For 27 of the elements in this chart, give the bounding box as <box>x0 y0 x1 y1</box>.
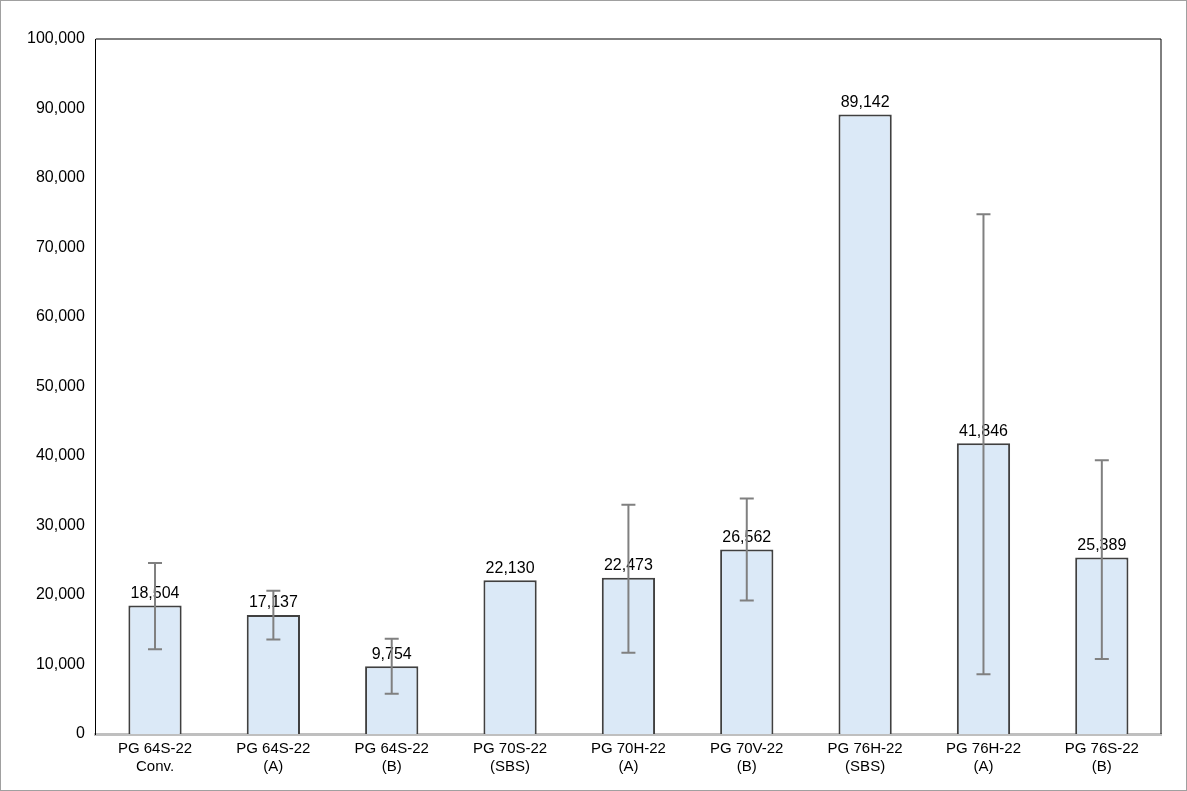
data-label: 89,142 <box>840 92 890 110</box>
y-tick-label: 100,000 <box>26 29 85 47</box>
x-tick-label: PG 64S-22 (A) <box>236 739 311 775</box>
data-label: 41,846 <box>959 421 1009 439</box>
y-tick-label: 10,000 <box>35 654 85 672</box>
data-label: 22,473 <box>603 556 653 574</box>
x-tick-label: PG 64S-22 Conv. <box>117 739 193 775</box>
x-tick-label: PG 70V-22 (B) <box>710 739 784 775</box>
y-tick-label: 70,000 <box>35 237 85 255</box>
data-label: 22,130 <box>485 558 535 576</box>
y-tick-label: 60,000 <box>35 307 85 325</box>
data-label: 9,754 <box>371 644 412 662</box>
y-tick-label: 80,000 <box>35 168 85 186</box>
x-tick-label: PG 76S-22 (B) <box>1064 739 1139 775</box>
x-tick-label: PG 70S-22 (SBS) <box>472 739 548 775</box>
y-tick-label: 20,000 <box>35 585 85 603</box>
x-tick-label: PG 64S-22 (B) <box>354 739 429 775</box>
y-tick-label: 30,000 <box>35 515 85 533</box>
y-tick-label: 50,000 <box>35 376 85 394</box>
x-tick-label: PG 70H-22 (A) <box>590 739 666 775</box>
x-tick-label: PG 76H-22 (SBS) <box>827 739 903 775</box>
data-label: 17,137 <box>248 593 298 611</box>
data-label: 25,389 <box>1077 535 1127 553</box>
y-tick-label: 0 <box>75 724 85 742</box>
y-tick-label: 40,000 <box>35 446 85 464</box>
x-tick-label: PG 76H-22 (A) <box>945 739 1021 775</box>
y-tick-label: 90,000 <box>35 98 85 116</box>
